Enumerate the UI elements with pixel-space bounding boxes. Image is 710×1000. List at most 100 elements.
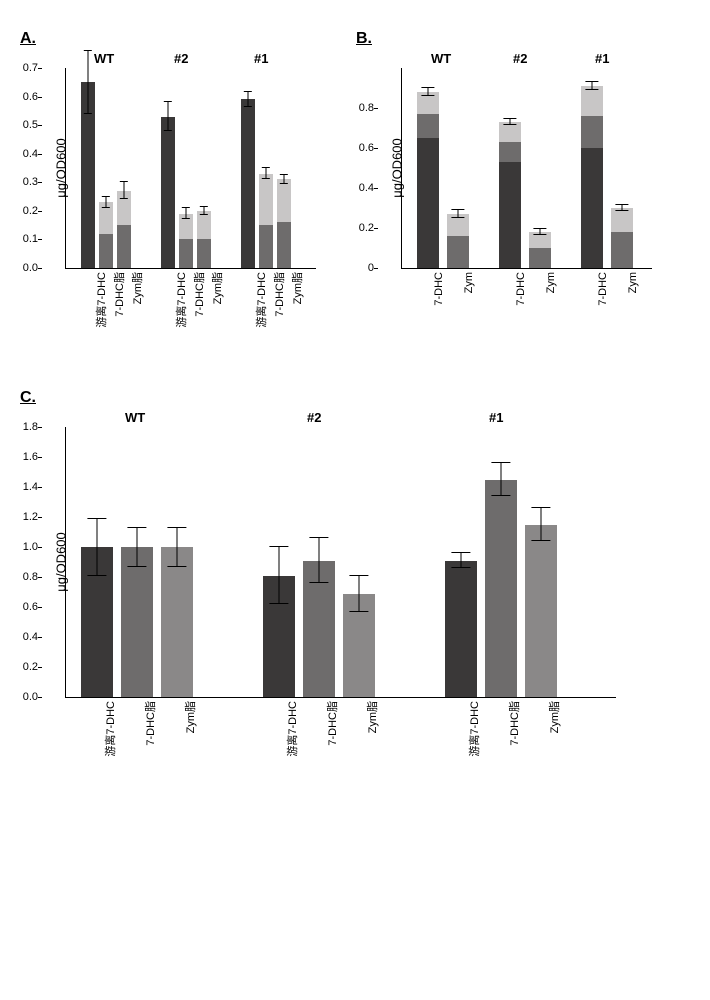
x-tick-label: 7-DHC脂 — [271, 272, 287, 317]
y-tick: 0.2 — [23, 205, 38, 217]
chartA-plot-area: μg/OD6000.00.10.20.30.40.50.60.7游离7-DHC7… — [65, 68, 316, 269]
panel-c-label: C. — [20, 389, 36, 407]
x-tick-label: 7-DHC — [597, 272, 609, 306]
x-tick-label: 7-DHC — [515, 272, 527, 306]
bar-segment — [529, 248, 551, 268]
bar-segment — [99, 234, 113, 268]
x-tick-label: 7-DHC脂 — [142, 701, 158, 746]
panel-a: A. μg/OD6000.00.10.20.30.40.50.60.7游离7-D… — [20, 30, 316, 349]
bar-segment — [447, 236, 469, 268]
x-tick-label: 7-DHC脂 — [111, 272, 127, 317]
bar-segment — [277, 179, 291, 222]
bar-segment — [417, 114, 439, 138]
group-label: #1 — [254, 51, 268, 66]
bar-segment — [485, 480, 517, 698]
y-tick: 0.1 — [23, 233, 38, 245]
y-tick: 1.2 — [23, 511, 38, 523]
error-bar — [541, 508, 542, 541]
bar-segment — [499, 142, 521, 162]
bar-segment — [525, 525, 557, 698]
bar-segment — [277, 222, 291, 268]
y-tick: 1.4 — [23, 481, 38, 493]
group-label: WT — [125, 410, 145, 425]
panel-c: C. μg/OD6000.00.20.40.60.81.01.21.41.61.… — [20, 389, 690, 778]
error-bar — [88, 51, 89, 114]
y-axis-label: μg/OD600 — [389, 138, 404, 198]
x-tick-label: Zym — [463, 272, 475, 293]
error-bar — [461, 553, 462, 568]
group-label: #1 — [595, 51, 609, 66]
bar-segment — [197, 211, 211, 240]
x-tick-label: 7-DHC脂 — [506, 701, 522, 746]
error-bar — [177, 528, 178, 567]
bar-segment — [117, 225, 131, 268]
y-tick: 0.4 — [23, 148, 38, 160]
bar-segment — [499, 122, 521, 142]
y-tick: 0.0 — [23, 691, 38, 703]
bar-segment — [611, 232, 633, 268]
y-tick: 0.6 — [23, 91, 38, 103]
group-label: #2 — [307, 410, 321, 425]
x-tick-label: 游离7-DHC — [284, 701, 300, 757]
panel-b-label: B. — [356, 30, 372, 48]
bar-segment — [417, 138, 439, 268]
error-bar — [137, 528, 138, 567]
error-bar — [124, 182, 125, 199]
group-label: WT — [431, 51, 451, 66]
y-tick: 0.4 — [359, 182, 374, 194]
y-tick: 0.2 — [23, 661, 38, 673]
error-bar — [168, 102, 169, 131]
bar-segment — [445, 561, 477, 698]
x-tick-label: 7-DHC脂 — [324, 701, 340, 746]
chartB-plot-area: μg/OD60000.20.40.60.87-DHCZym7-DHCZym7-D… — [401, 68, 652, 269]
bar-segment — [197, 239, 211, 268]
x-tick-label: 游离7-DHC — [253, 272, 269, 328]
error-bar — [248, 92, 249, 106]
y-tick: 0 — [368, 262, 374, 274]
y-tick: 0.5 — [23, 119, 38, 131]
panel-a-label: A. — [20, 30, 36, 48]
x-tick-label: Zym脂 — [129, 272, 145, 304]
bar-segment — [241, 99, 255, 268]
x-tick-label: Zym — [545, 272, 557, 293]
x-tick-label: Zym脂 — [182, 701, 198, 733]
bar-segment — [259, 225, 273, 268]
error-bar — [97, 519, 98, 576]
bar-segment — [499, 162, 521, 268]
error-bar — [359, 576, 360, 612]
bar-segment — [581, 86, 603, 116]
y-tick: 0.7 — [23, 62, 38, 74]
x-tick-label: Zym脂 — [364, 701, 380, 733]
bar-segment — [581, 116, 603, 148]
group-label: #2 — [513, 51, 527, 66]
x-tick-label: Zym脂 — [289, 272, 305, 304]
y-tick: 0.0 — [23, 262, 38, 274]
x-tick-label: 游离7-DHC — [102, 701, 118, 757]
chart-c: μg/OD6000.00.20.40.60.81.01.21.41.61.8游离… — [65, 427, 690, 778]
x-tick-label: 7-DHC — [433, 272, 445, 306]
group-label: #2 — [174, 51, 188, 66]
group-label: WT — [94, 51, 114, 66]
bar-segment — [161, 117, 175, 268]
y-axis-label: μg/OD600 — [53, 138, 68, 198]
bar-segment — [611, 208, 633, 232]
error-bar — [319, 538, 320, 583]
group-label: #1 — [489, 410, 503, 425]
x-tick-label: 游离7-DHC — [173, 272, 189, 328]
y-tick: 1.8 — [23, 421, 38, 433]
y-tick: 0.2 — [359, 222, 374, 234]
bar-segment — [161, 547, 193, 697]
bar-segment — [121, 547, 153, 697]
bar-segment — [259, 174, 273, 225]
bar-segment — [179, 239, 193, 268]
panel-b: B. μg/OD60000.20.40.60.87-DHCZym7-DHCZym… — [356, 30, 652, 349]
y-axis-label: μg/OD600 — [53, 532, 68, 592]
y-tick: 0.8 — [23, 571, 38, 583]
chart-a: μg/OD6000.00.10.20.30.40.50.60.7游离7-DHC7… — [65, 68, 316, 349]
y-tick: 0.3 — [23, 176, 38, 188]
y-tick: 0.6 — [23, 601, 38, 613]
y-tick: 1.6 — [23, 451, 38, 463]
x-tick-label: 游离7-DHC — [93, 272, 109, 328]
y-tick: 1.0 — [23, 541, 38, 553]
x-tick-label: Zym — [627, 272, 639, 293]
